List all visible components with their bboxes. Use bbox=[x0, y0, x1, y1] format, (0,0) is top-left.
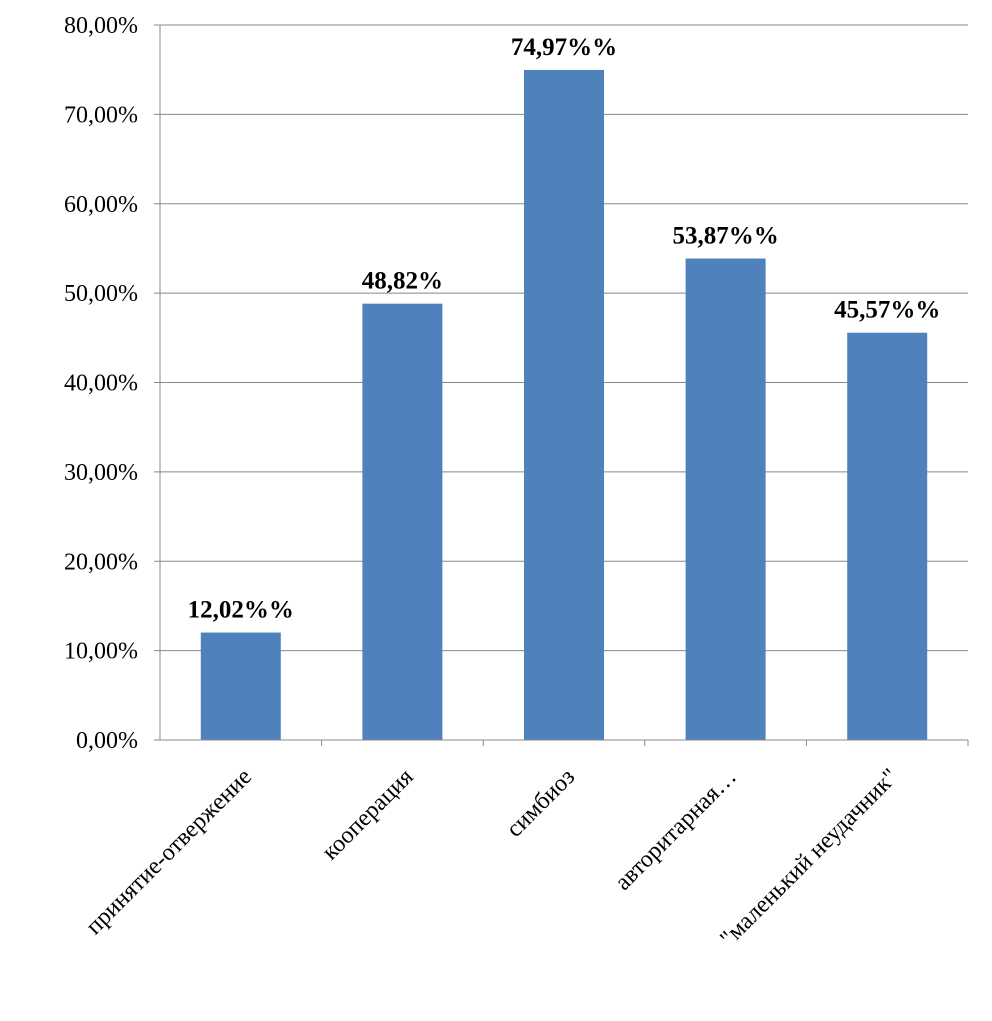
y-tick-label: 20,00% bbox=[64, 549, 138, 575]
x-category-label: кооперация bbox=[317, 764, 418, 865]
bars bbox=[200, 69, 928, 740]
data-label: 45,57%% bbox=[834, 297, 940, 324]
y-tick-label: 70,00% bbox=[64, 102, 138, 128]
y-tick-label: 0,00% bbox=[76, 728, 138, 754]
data-label: 74,97%% bbox=[511, 34, 617, 61]
bar bbox=[524, 69, 604, 740]
x-category-label: симбиоз bbox=[502, 764, 581, 843]
x-category-label: принятие-отвержение bbox=[81, 764, 257, 940]
bar bbox=[200, 632, 281, 740]
y-tick-label: 50,00% bbox=[64, 281, 138, 307]
y-tick-label: 40,00% bbox=[64, 371, 138, 397]
y-tick-label: 60,00% bbox=[64, 192, 138, 218]
x-category-label: "маленький неудачник" bbox=[715, 764, 903, 952]
bar bbox=[847, 332, 928, 740]
bar bbox=[362, 303, 443, 740]
x-category-label: авторитарная… bbox=[610, 764, 742, 896]
data-label: 12,02%% bbox=[188, 597, 294, 624]
data-label: 53,87%% bbox=[672, 223, 778, 250]
data-label: 48,82% bbox=[362, 268, 443, 295]
y-tick-label: 30,00% bbox=[64, 460, 138, 486]
y-tick-label: 80,00% bbox=[64, 13, 138, 39]
y-tick-label: 10,00% bbox=[64, 639, 138, 665]
axes bbox=[154, 24, 969, 746]
bar bbox=[685, 258, 766, 740]
labels: 0,00% 10,00% 20,00% 30,00% 40,00% 50,00% 60,00… bbox=[64, 13, 940, 952]
